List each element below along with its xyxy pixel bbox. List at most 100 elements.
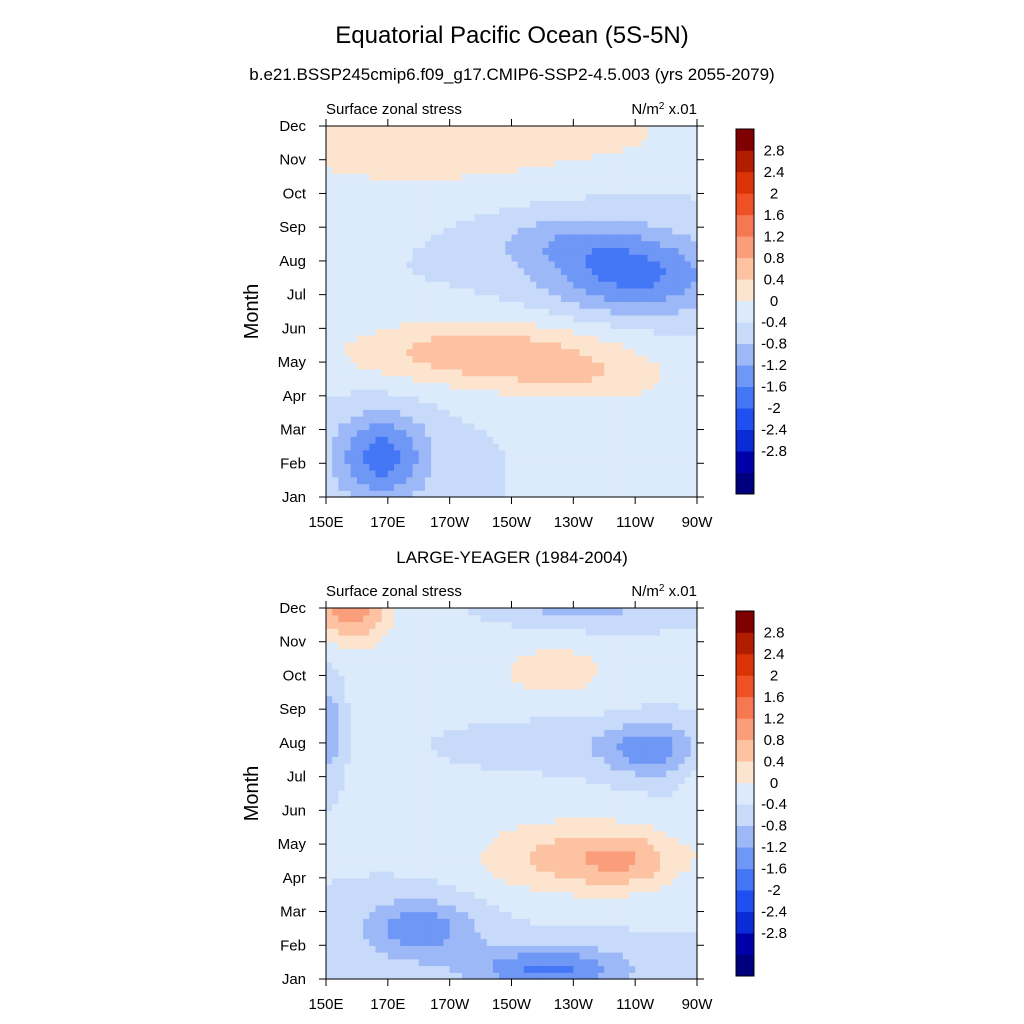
heat-cell [474, 796, 482, 805]
heat-cell [332, 368, 339, 377]
heat-cell [356, 817, 364, 825]
heat-cell [591, 335, 599, 343]
heat-cell [641, 247, 649, 255]
heat-cell [363, 776, 370, 784]
heat-cell [635, 375, 642, 383]
heat-cell [412, 965, 420, 973]
heat-cell [332, 776, 339, 784]
heat-cell [338, 628, 346, 636]
heat-cell [394, 776, 401, 784]
heat-cell [480, 702, 488, 710]
heat-cell [653, 301, 661, 309]
heat-cell [647, 200, 655, 208]
heat-cell [449, 348, 457, 356]
heat-cell [659, 429, 667, 437]
heat-cell [474, 628, 482, 636]
heat-cell [468, 341, 475, 350]
heat-cell [443, 634, 451, 643]
heat-cell [326, 695, 333, 704]
heat-cell [548, 314, 556, 323]
heat-cell [412, 335, 420, 343]
heat-cell [332, 628, 339, 636]
heat-cell [326, 490, 333, 498]
heat-cell [499, 348, 506, 356]
heat-cell [462, 931, 469, 940]
heat-cell [443, 904, 451, 913]
heat-cell [480, 220, 488, 228]
heat-cell [486, 314, 494, 323]
heat-cell [604, 395, 612, 404]
heat-cell [548, 301, 556, 309]
heat-cell [672, 368, 680, 377]
heat-cell [474, 871, 482, 879]
heat-cell [468, 179, 475, 188]
heat-cell [492, 803, 500, 811]
heat-cell [499, 911, 506, 919]
heat-cell [480, 817, 488, 825]
heat-cell [387, 682, 395, 690]
heat-cell [505, 308, 513, 316]
heat-cell [387, 402, 395, 410]
heat-cell [387, 463, 395, 471]
heat-cell [585, 402, 593, 410]
heat-cell [480, 281, 488, 289]
heat-cell [499, 166, 506, 174]
heat-cell [344, 756, 352, 764]
heat-cell [449, 898, 457, 906]
heat-cell [678, 314, 686, 323]
heat-cell [480, 641, 488, 650]
heat-cell [412, 850, 420, 859]
heat-cell [443, 614, 451, 623]
heat-cell [690, 213, 698, 222]
heat-cell [462, 227, 469, 235]
heat-cell [511, 348, 519, 356]
heat-cell [363, 368, 370, 377]
heat-cell [567, 213, 574, 222]
heat-cell [499, 328, 506, 336]
heat-cell [418, 810, 426, 818]
heat-cell [418, 972, 426, 980]
heat-cell [449, 749, 457, 757]
heat-cell [492, 294, 500, 302]
heat-cell [406, 186, 414, 195]
heat-cell [560, 267, 568, 275]
heat-cell [530, 429, 537, 437]
heat-cell [338, 233, 346, 242]
heat-cell [375, 260, 383, 269]
heat-cell [573, 490, 581, 498]
heat-cell [338, 152, 346, 161]
heat-cell [443, 898, 451, 906]
heat-cell [344, 166, 352, 174]
heat-cell [394, 837, 401, 845]
heat-cell [468, 958, 475, 967]
heat-cell [406, 456, 414, 464]
heat-cell [523, 483, 531, 491]
heat-cell [363, 857, 370, 865]
heat-cell [505, 470, 513, 478]
heat-cell [499, 945, 506, 953]
heat-cell [598, 267, 605, 275]
heat-cell [672, 301, 680, 309]
heat-cell [424, 945, 432, 953]
heat-cell [653, 436, 661, 444]
heat-cell [505, 328, 513, 336]
heat-cell [635, 355, 642, 363]
heat-cell [468, 790, 475, 798]
heat-cell [616, 368, 624, 377]
heat-cell [424, 483, 432, 491]
heat-cell [363, 945, 370, 953]
heat-cell [585, 287, 593, 296]
heat-cell [480, 429, 488, 437]
heat-cell [338, 443, 346, 451]
heat-cell [628, 483, 636, 491]
heat-cell [344, 918, 352, 926]
heat-cell [635, 416, 642, 424]
heat-cell [672, 443, 680, 451]
heat-cell [585, 416, 593, 424]
heat-cell [462, 702, 469, 710]
heat-cell [338, 898, 346, 906]
heat-cell [591, 382, 599, 390]
heat-cell [492, 796, 500, 805]
heat-cell [672, 146, 680, 154]
heat-cell [437, 355, 445, 363]
